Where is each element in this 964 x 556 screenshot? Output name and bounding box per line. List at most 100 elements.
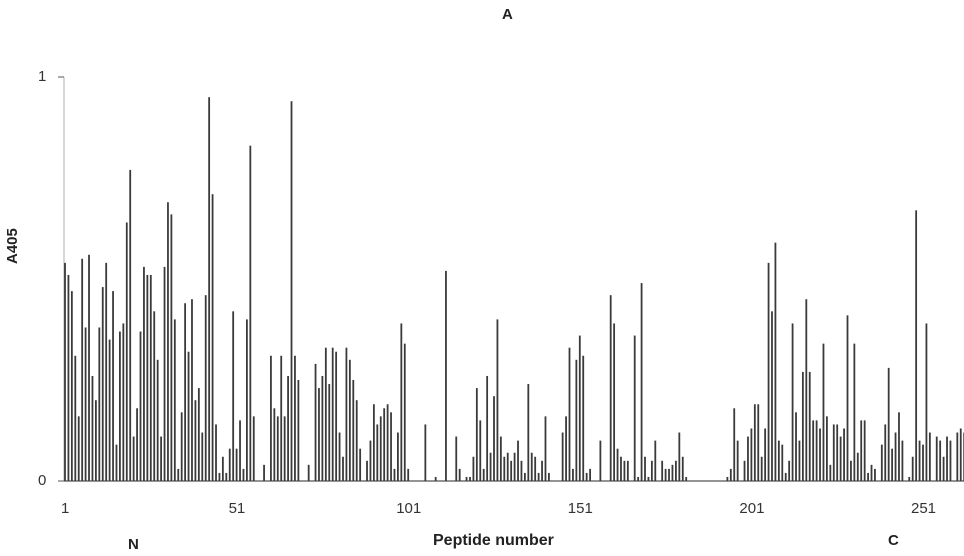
bar-peptide-248 — [911, 456, 914, 481]
bar-peptide-171 — [647, 476, 650, 481]
bar-peptide-8 — [88, 254, 90, 481]
bar-peptide-72 — [307, 464, 310, 481]
bar-peptide-134 — [520, 460, 523, 481]
bar-peptide-253 — [928, 432, 931, 481]
bar-peptide-241 — [887, 367, 890, 481]
bar-peptide-6 — [81, 258, 84, 481]
bar-peptide-25 — [146, 274, 149, 481]
bar-peptide-18 — [122, 323, 125, 481]
bar-peptide-78 — [328, 384, 331, 481]
bar-peptide-223 — [826, 416, 828, 481]
bar-peptide-135 — [523, 472, 526, 481]
bar-peptide-249 — [915, 210, 918, 481]
bar-peptide-132 — [513, 452, 516, 481]
bar-peptide-209 — [777, 440, 780, 481]
bar-peptide-93 — [379, 416, 382, 481]
bar-peptide-180 — [678, 432, 681, 481]
bar-peptide-202 — [753, 404, 756, 481]
bar-peptide-64 — [280, 355, 283, 481]
bar-peptide-157 — [599, 440, 602, 481]
bar-peptide-99 — [400, 323, 403, 481]
bar-peptide-235 — [867, 472, 869, 481]
bar-peptide-220 — [815, 420, 818, 481]
bar-peptide-177 — [668, 468, 670, 481]
bar-peptide-237 — [874, 468, 876, 481]
bar-peptide-22 — [136, 408, 138, 481]
bar-peptide-218 — [808, 371, 811, 481]
bar-peptide-122 — [479, 420, 482, 481]
bar-peptide-234 — [863, 420, 866, 481]
bar-peptide-116 — [458, 468, 461, 481]
bar-peptide-229 — [846, 315, 849, 481]
bar-peptide-182 — [685, 476, 688, 481]
bar-peptide-251 — [922, 444, 924, 481]
bar-peptide-255 — [935, 436, 938, 481]
bar-peptide-205 — [764, 428, 767, 481]
bar-peptide-38 — [191, 299, 193, 481]
bar-peptide-19 — [125, 222, 128, 481]
bar-peptide-14 — [108, 339, 111, 481]
bar-peptide-91 — [372, 404, 375, 481]
bar-peptide-169 — [640, 283, 643, 481]
bar-peptide-206 — [767, 262, 770, 481]
bar-peptide-28 — [156, 359, 159, 481]
bar-peptide-222 — [822, 343, 825, 481]
bar-peptide-247 — [908, 476, 911, 481]
bar-peptide-86 — [355, 400, 358, 481]
bar-peptide-115 — [455, 436, 458, 481]
x-tick-label-51: 51 — [228, 500, 246, 517]
bar-peptide-76 — [321, 375, 324, 481]
bar-peptide-62 — [273, 408, 276, 481]
bar-peptide-98 — [397, 432, 399, 481]
bar-peptide-227 — [839, 436, 842, 481]
bar-peptide-12 — [101, 287, 104, 481]
bar-peptide-207 — [771, 311, 773, 481]
bar-peptide-173 — [654, 440, 657, 481]
bar-peptide-32 — [170, 214, 173, 482]
bar-peptide-225 — [832, 424, 835, 481]
bar-peptide-126 — [493, 396, 495, 481]
bar-peptide-48 — [225, 472, 228, 481]
bar-peptide-129 — [503, 456, 506, 481]
bar-peptide-224 — [829, 464, 832, 481]
bar-peptide-59 — [263, 464, 265, 481]
bar-peptide-170 — [644, 456, 646, 481]
bar-peptide-231 — [853, 343, 856, 481]
x-axis-label: Peptide number — [433, 532, 554, 549]
bar-peptide-97 — [393, 468, 396, 481]
bar-peptide-160 — [609, 295, 612, 481]
bar-peptide-11 — [98, 327, 101, 481]
bar-peptide-258 — [946, 436, 948, 481]
bar-peptide-128 — [499, 436, 502, 481]
bar-peptide-201 — [750, 428, 753, 481]
bar-peptide-148 — [568, 347, 571, 481]
bar-peptide-51 — [235, 448, 238, 481]
bar-peptide-16 — [115, 444, 118, 481]
bar-peptide-226 — [836, 424, 839, 481]
x-tick-label-1: 1 — [61, 500, 70, 517]
bar-peptide-257 — [942, 456, 945, 481]
bar-peptide-243 — [894, 432, 897, 481]
y-axis-label: A405 — [4, 228, 21, 264]
bar-peptide-200 — [747, 436, 749, 481]
bar-peptide-35 — [180, 412, 183, 481]
bar-peptide-211 — [784, 472, 787, 481]
bar-peptide-167 — [633, 335, 636, 481]
bar-peptide-142 — [548, 472, 550, 481]
bar-peptide-96 — [390, 412, 392, 481]
panel-label: A — [502, 6, 513, 23]
bar-peptide-165 — [626, 460, 629, 481]
bar-peptide-147 — [565, 416, 567, 481]
bar-peptide-175 — [661, 460, 664, 481]
bar-peptide-179 — [675, 460, 677, 481]
bar-peptide-124 — [486, 375, 489, 481]
bar-peptide-65 — [283, 416, 286, 481]
bar-peptide-203 — [757, 404, 760, 481]
bar-peptide-45 — [215, 424, 217, 481]
bar-peptide-33 — [173, 319, 176, 481]
bar-peptide-39 — [194, 400, 197, 481]
bar-peptide-138 — [534, 456, 537, 481]
bar-peptide-9 — [91, 375, 94, 481]
bar-peptide-3 — [70, 291, 73, 481]
